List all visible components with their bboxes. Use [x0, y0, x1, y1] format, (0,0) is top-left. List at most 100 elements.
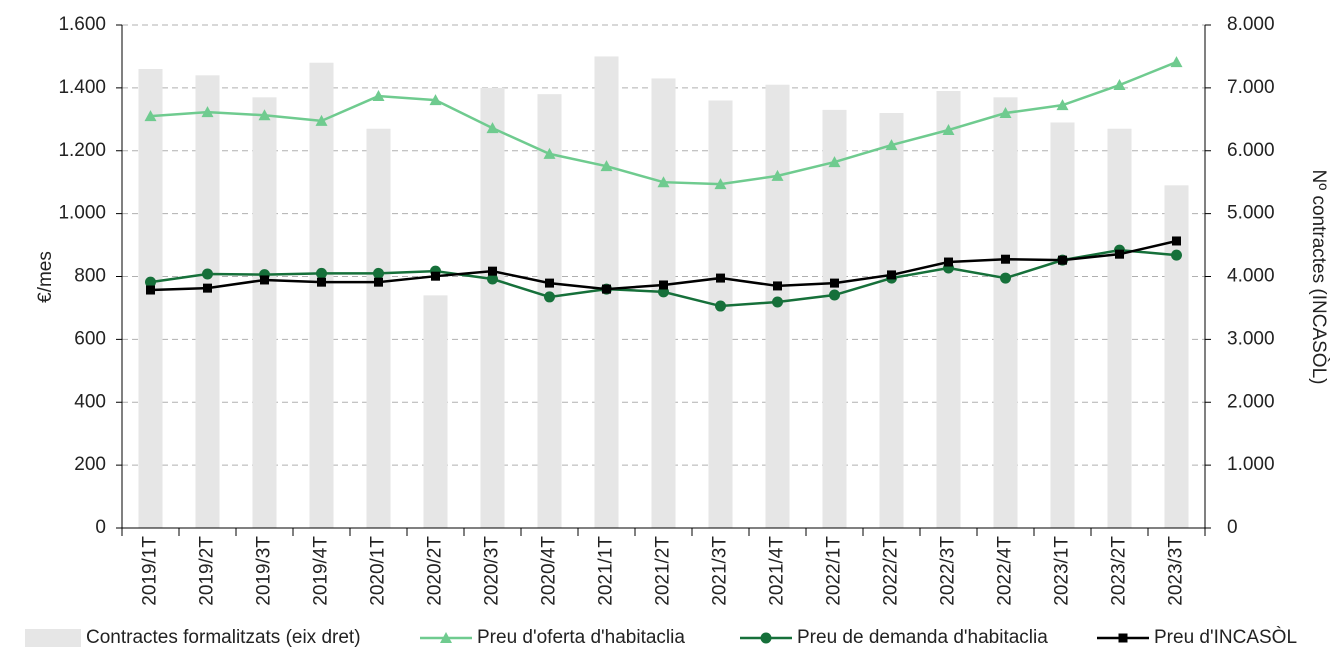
point [1056, 99, 1069, 111]
bar [708, 100, 733, 528]
y-tick-label: 400 [74, 391, 106, 412]
point [1000, 272, 1011, 284]
point [488, 266, 497, 276]
point [1170, 56, 1183, 68]
point [145, 276, 156, 288]
x-tick-label: 2019/4T [311, 536, 332, 606]
bar [1050, 122, 1075, 529]
point [1113, 79, 1126, 91]
point [429, 94, 442, 106]
x-tick-label: 2020/3T [482, 536, 503, 606]
x-tick-label: 2023/1T [1052, 536, 1073, 606]
point [317, 277, 326, 287]
bar [195, 75, 220, 529]
y-tick-label: 200 [74, 454, 106, 475]
bar [879, 113, 904, 529]
x-tick-label: 2021/4T [767, 536, 788, 606]
y-tick-label: 1.400 [58, 77, 106, 98]
y2-tick-label: 0 [1227, 517, 1238, 538]
point [487, 273, 498, 285]
point [545, 278, 554, 288]
legend-marker [1118, 633, 1128, 643]
bar [993, 97, 1018, 529]
point [202, 268, 213, 280]
x-tick-label: 2020/1T [368, 536, 389, 606]
point [1171, 249, 1182, 261]
legend-label: Contractes formalitzats (eix dret) [86, 627, 361, 648]
point [885, 139, 898, 151]
bar [138, 69, 163, 528]
legend-marker [440, 632, 452, 643]
y2-tick-label: 7.000 [1227, 77, 1275, 98]
x-tick-label: 2023/3T [1166, 536, 1187, 606]
x-tick-label: 2019/2T [197, 536, 218, 606]
legend-swatch [25, 629, 81, 647]
bar [537, 94, 562, 528]
legend-marker [760, 632, 772, 644]
point [372, 90, 385, 102]
x-tick-label: 2022/2T [881, 536, 902, 606]
x-tick-label: 2019/3T [254, 536, 275, 606]
y-tick-label: 1.200 [58, 140, 106, 161]
x-tick-label: 2023/2T [1109, 536, 1130, 606]
y2-axis-label: Nº contractes (INCASÒL) [1308, 170, 1330, 385]
point [431, 271, 440, 281]
point [203, 283, 212, 293]
point [715, 300, 726, 312]
y-tick-label: 800 [74, 266, 106, 287]
bar [651, 78, 676, 528]
point [944, 257, 953, 267]
point [657, 176, 670, 188]
x-tick-label: 2021/3T [710, 536, 731, 606]
point [258, 109, 271, 121]
point [1058, 255, 1067, 265]
x-tick-label: 2021/1T [596, 536, 617, 606]
bar [480, 87, 505, 528]
x-tick-label: 2022/1T [824, 536, 845, 606]
x-tick-label: 2019/1T [140, 536, 161, 606]
point [830, 278, 839, 288]
bar [309, 62, 334, 528]
bar [252, 97, 277, 529]
y2-tick-label: 6.000 [1227, 140, 1275, 161]
y-tick-label: 1.000 [58, 203, 106, 224]
point [373, 267, 384, 279]
y2-tick-label: 1.000 [1227, 454, 1275, 475]
point [543, 147, 556, 159]
legend-label: Preu de demanda d'habitaclia [797, 627, 1048, 648]
point [602, 284, 611, 294]
point [659, 280, 668, 290]
point [999, 107, 1012, 119]
bar [1107, 128, 1132, 528]
x-tick-label: 2022/4T [995, 536, 1016, 606]
point [374, 277, 383, 287]
y2-tick-label: 8.000 [1227, 14, 1275, 35]
y2-tick-label: 3.000 [1227, 328, 1275, 349]
point [771, 169, 784, 181]
point [146, 285, 155, 295]
bar [822, 109, 847, 528]
bar [936, 91, 961, 529]
point [144, 110, 157, 122]
x-tick-label: 2020/2T [425, 536, 446, 606]
bar [366, 128, 391, 528]
x-tick-label: 2021/2T [653, 536, 674, 606]
point [772, 296, 783, 308]
point [600, 160, 613, 172]
y2-tick-label: 2.000 [1227, 391, 1275, 412]
point [1001, 254, 1010, 264]
point [829, 289, 840, 301]
point [260, 275, 269, 285]
point [828, 156, 841, 168]
point [714, 178, 727, 190]
point [544, 291, 555, 303]
y2-tick-label: 4.000 [1227, 266, 1275, 287]
legend-label: Preu d'INCASÒL [1154, 626, 1297, 648]
x-tick-label: 2022/3T [938, 536, 959, 606]
point [1115, 249, 1124, 259]
point [887, 270, 896, 280]
y2-tick-label: 5.000 [1227, 203, 1275, 224]
point [315, 114, 328, 126]
